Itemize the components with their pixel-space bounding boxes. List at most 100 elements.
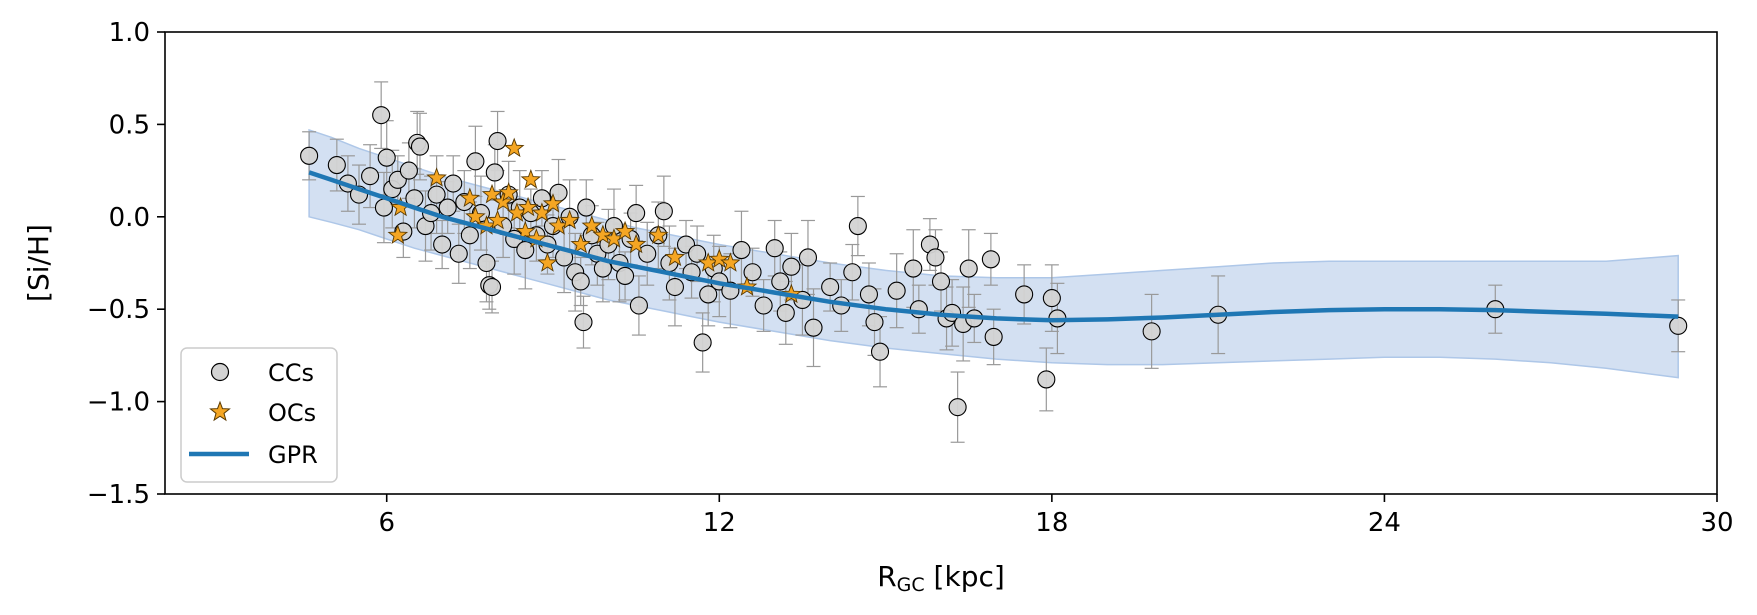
oc-point (542, 193, 564, 213)
cc-point (516, 241, 535, 260)
oc-point (503, 137, 525, 158)
cc-point (1142, 322, 1161, 341)
cc-point (782, 257, 801, 276)
oc-point (515, 220, 536, 241)
cc-point (577, 198, 596, 217)
cc-point (410, 137, 430, 156)
oc-point (537, 252, 558, 272)
oc-point (720, 252, 741, 272)
cc-point (981, 250, 1000, 269)
cc-point (377, 148, 396, 167)
cc-point (804, 318, 823, 337)
cc-point (571, 272, 590, 291)
y-axis-label: [Si/H] (22, 224, 55, 302)
cc-point (444, 174, 463, 193)
oc-point (592, 224, 614, 245)
cc-point (948, 398, 967, 417)
cc-point (372, 106, 391, 125)
oc-point (570, 233, 591, 254)
x-axis-label: RGC [kpc] (877, 560, 1005, 596)
cc-point (865, 313, 884, 332)
plot-area (300, 81, 1688, 443)
legend-oc-marker (209, 400, 231, 422)
cc-point (887, 281, 906, 300)
x-tick-label: 12 (703, 508, 736, 538)
cc-point (771, 272, 790, 291)
cc-point (485, 163, 504, 182)
axes-frame (164, 31, 1718, 495)
cc-point (693, 333, 712, 352)
x-axis-ticks: 6 12 18 24 30 (378, 494, 1734, 538)
cc-point (870, 342, 890, 361)
cc-point (488, 131, 507, 151)
cc-point (574, 313, 593, 332)
oc-point (465, 206, 486, 226)
cc-point (843, 263, 862, 282)
oc-point (664, 246, 686, 267)
legend-cc-label: CCs (268, 359, 314, 387)
x-axis-label-main: R (877, 560, 896, 593)
cc-point (399, 161, 418, 180)
cc-point (732, 241, 751, 260)
legend-gpr-label: GPR (268, 441, 318, 469)
legend-box (180, 347, 338, 483)
oc-point (520, 169, 542, 189)
cc-point (848, 216, 867, 236)
cc-point (984, 327, 1003, 346)
oc-point (625, 233, 647, 254)
oc-point (648, 224, 669, 245)
oc-point (426, 167, 447, 187)
y-tick-label: −1.5 (87, 480, 150, 510)
cc-point (629, 296, 648, 315)
oc-point (498, 181, 519, 202)
cc-point (743, 263, 762, 282)
x-tick-label: 30 (1700, 508, 1733, 538)
cc-point (904, 259, 923, 278)
oc-point (487, 209, 508, 230)
gpr-line-layer (308, 170, 1679, 323)
x-tick-label: 24 (1368, 508, 1401, 538)
cc-point (449, 244, 468, 263)
x-axis-label-subscript: GC (897, 574, 925, 596)
cc-point (754, 296, 773, 315)
cc-point (665, 277, 684, 297)
oc-point (517, 196, 539, 217)
legend-cc-marker (210, 362, 230, 382)
cc-point (433, 235, 452, 254)
cc-point (859, 285, 878, 304)
cc-point (798, 248, 818, 267)
legend: CCs OCs GPR (180, 347, 338, 483)
oc-point (459, 187, 481, 208)
y-tick-label: 1.0 (109, 18, 150, 48)
cc-point (1015, 285, 1034, 304)
y-tick-label: −0.5 (87, 295, 150, 325)
y-tick-label: 0.5 (109, 110, 150, 140)
cc-point (1669, 316, 1688, 335)
cc-point (699, 285, 718, 304)
cc-point (931, 272, 951, 291)
cc-point (327, 156, 346, 175)
cc-point (765, 239, 784, 258)
oc-point (581, 215, 603, 235)
oc-point (709, 248, 730, 269)
cc-point (300, 146, 319, 165)
oc-point (492, 191, 514, 211)
cc-point (627, 204, 646, 223)
oc-point (559, 209, 580, 230)
cc-point (466, 152, 485, 171)
x-axis-label-unit: [kpc] (925, 560, 1005, 593)
cc-point (821, 277, 840, 297)
legend-oc-label: OCs (268, 399, 316, 427)
x-tick-label: 6 (378, 508, 395, 538)
y-tick-label: 0.0 (109, 203, 150, 233)
cc-point (926, 248, 945, 267)
cc-point (1037, 370, 1056, 389)
cc-point (688, 244, 707, 263)
cc-point (438, 198, 457, 217)
cc-point (460, 226, 479, 245)
cc-point (616, 266, 635, 285)
y-axis-ticks: 1.0 0.5 0.0 −0.5 −1.0 −1.5 (87, 18, 165, 510)
cc-point (427, 185, 446, 204)
oc-point (481, 183, 503, 204)
